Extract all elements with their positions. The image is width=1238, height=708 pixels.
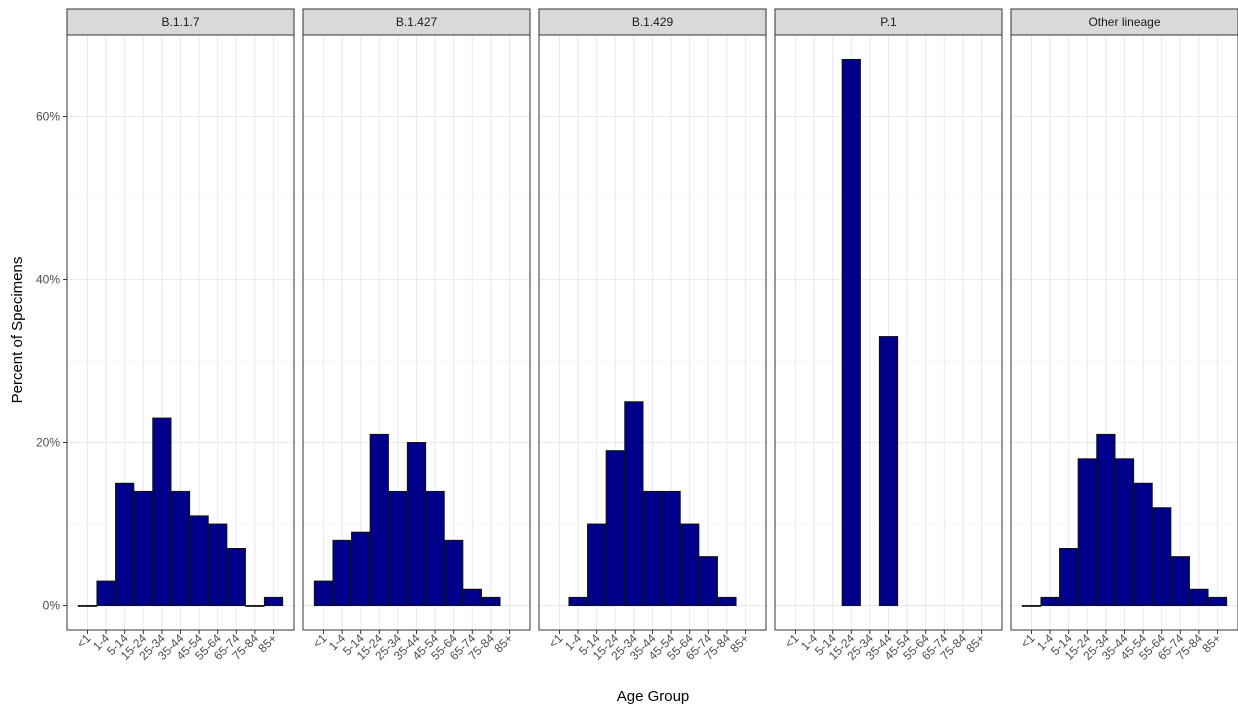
bar xyxy=(698,556,718,607)
bar xyxy=(1207,596,1228,607)
facet-strip-label: B.1.1.7 xyxy=(161,15,199,29)
bar xyxy=(332,539,352,607)
facet-strip xyxy=(66,8,295,36)
bar xyxy=(587,523,607,607)
facet-panel: P.1<11-45-1415-2425-3435-4445-5455-6465-… xyxy=(774,8,1003,663)
bar xyxy=(388,490,408,607)
bar xyxy=(462,588,482,607)
bar xyxy=(878,336,899,607)
bar xyxy=(680,523,700,607)
x-tick-label: 85+ xyxy=(491,631,515,655)
bar xyxy=(624,401,644,607)
facet-strip xyxy=(538,8,767,36)
bar xyxy=(170,490,191,607)
bar xyxy=(1133,482,1153,607)
facet-strip-label: Other lineage xyxy=(1088,15,1160,29)
bar xyxy=(226,547,246,607)
y-tick-label: 60% xyxy=(36,110,60,124)
bar xyxy=(605,450,625,607)
facet-panels: B.1.1.7<11-45-1415-2425-3435-4445-5455-6… xyxy=(66,8,1238,663)
y-axis-title: Percent of Specimens xyxy=(9,257,26,404)
bar xyxy=(115,482,135,607)
x-tick-label: <1 xyxy=(782,631,802,651)
bar xyxy=(369,433,389,607)
facet-panel: B.1.427<11-45-1415-2425-3435-4445-5455-6… xyxy=(302,8,531,663)
bar xyxy=(1021,605,1042,607)
x-tick-label: <1 xyxy=(310,631,330,651)
facet-panel: B.1.1.7<11-45-1415-2425-3435-4445-5455-6… xyxy=(66,8,295,663)
bar xyxy=(1189,588,1209,607)
bar xyxy=(96,580,116,607)
bar xyxy=(642,490,663,607)
facet-strip-label: B.1.429 xyxy=(632,15,674,29)
bar xyxy=(661,490,681,607)
bar xyxy=(263,596,284,607)
x-tick-label: 85+ xyxy=(255,631,279,655)
y-tick-label: 40% xyxy=(36,273,60,287)
bar xyxy=(841,58,861,607)
x-tick-label: <1 xyxy=(74,631,94,651)
bar xyxy=(313,580,334,607)
bar xyxy=(1170,556,1190,607)
y-tick-label: 0% xyxy=(43,599,61,613)
bar xyxy=(152,417,172,607)
bar xyxy=(406,442,427,607)
bar xyxy=(351,531,371,607)
facet-panel: Other lineage<11-45-1415-2425-3435-4445-… xyxy=(1010,8,1238,663)
y-tick-label: 20% xyxy=(36,436,60,450)
x-tick-label: 85+ xyxy=(963,631,987,655)
bar xyxy=(1114,458,1135,607)
bar xyxy=(568,596,588,607)
bar xyxy=(77,605,98,607)
bar xyxy=(1077,458,1097,607)
bar xyxy=(425,490,445,607)
x-tick-label: 85+ xyxy=(727,631,751,655)
x-tick-label: 85+ xyxy=(1199,631,1223,655)
facet-strip xyxy=(302,8,531,36)
bar xyxy=(208,523,228,607)
facet-strip xyxy=(774,8,1003,36)
bar xyxy=(1040,596,1060,607)
facet-strip-label: B.1.427 xyxy=(396,15,438,29)
bar xyxy=(444,539,464,607)
bar xyxy=(133,490,153,607)
bar xyxy=(717,596,737,607)
bar xyxy=(1096,433,1116,607)
facet-strip xyxy=(1010,8,1238,36)
bar xyxy=(1152,507,1172,607)
x-tick-label: <1 xyxy=(546,631,566,651)
y-axis: 0% 20% 40% 60% xyxy=(36,110,67,613)
x-axis-title: Age Group xyxy=(617,688,690,705)
bar xyxy=(481,596,501,607)
x-tick-label: <1 xyxy=(1018,631,1038,651)
bar xyxy=(189,515,209,607)
bar xyxy=(245,605,265,607)
bar xyxy=(1059,547,1079,607)
facet-strip-label: P.1 xyxy=(880,15,897,29)
facet-panel: B.1.429<11-45-1415-2425-3435-4445-5455-6… xyxy=(538,8,767,663)
